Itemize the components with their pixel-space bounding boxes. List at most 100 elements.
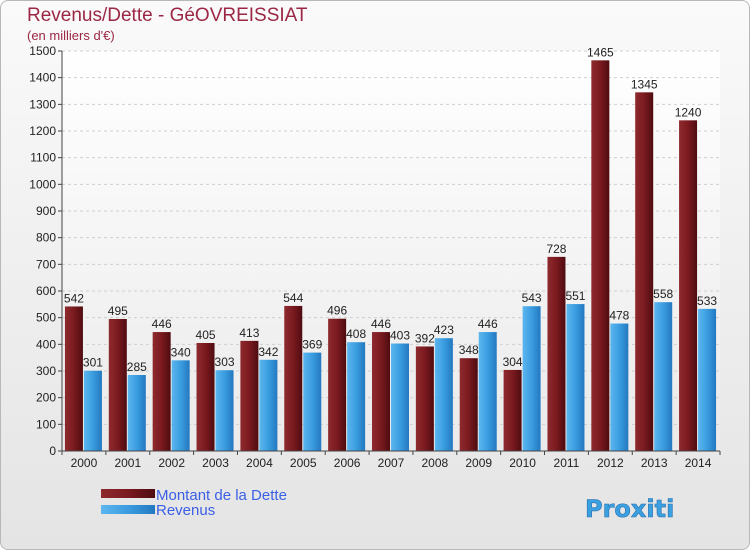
bar-debt bbox=[415, 346, 434, 451]
data-label-debt: 304 bbox=[503, 355, 523, 369]
y-tick-label: 800 bbox=[36, 231, 56, 245]
data-label-debt: 1240 bbox=[675, 105, 702, 119]
y-tick-label: 400 bbox=[36, 337, 56, 351]
y-tick-label: 900 bbox=[36, 204, 56, 218]
x-tick-label: 2010 bbox=[509, 456, 536, 470]
data-label-revenue: 403 bbox=[390, 329, 410, 343]
x-tick-label: 2004 bbox=[246, 456, 273, 470]
y-tick-label: 600 bbox=[36, 284, 56, 298]
x-tick-label: 2007 bbox=[378, 456, 405, 470]
x-tick-label: 2008 bbox=[422, 456, 449, 470]
y-tick-label: 100 bbox=[36, 417, 56, 431]
data-label-revenue: 423 bbox=[434, 323, 454, 337]
bar-debt bbox=[372, 332, 390, 451]
y-tick-label: 700 bbox=[36, 257, 56, 271]
bar-debt bbox=[547, 256, 566, 451]
data-label-revenue: 408 bbox=[346, 327, 366, 341]
legend: Montant de la Dette Revenus bbox=[101, 487, 287, 519]
data-label-revenue: 478 bbox=[609, 309, 629, 323]
bar-debt bbox=[108, 319, 127, 451]
bar-debt bbox=[459, 358, 478, 451]
data-label-debt: 348 bbox=[459, 343, 479, 357]
bar-debt bbox=[679, 120, 698, 451]
y-tick-label: 500 bbox=[36, 311, 56, 325]
x-tick-label: 2000 bbox=[71, 456, 98, 470]
legend-label-revenue: Revenus bbox=[156, 502, 215, 519]
x-tick-label: 2003 bbox=[202, 456, 229, 470]
y-tick-label: 1200 bbox=[29, 124, 56, 138]
bar-debt bbox=[635, 92, 654, 451]
data-label-debt: 446 bbox=[371, 317, 391, 331]
bar-debt bbox=[152, 332, 171, 451]
data-label-debt: 496 bbox=[327, 304, 347, 318]
bar-debt bbox=[64, 306, 83, 451]
bar-revenue bbox=[127, 375, 146, 451]
y-tick-label: 1400 bbox=[29, 71, 56, 85]
axes: 0 100 200 300 400 500 600 700 800 900 1000 1100 1200… bbox=[29, 44, 721, 470]
legend-swatch-debt bbox=[101, 489, 155, 498]
x-tick-label: 2001 bbox=[114, 456, 141, 470]
y-tick-label: 0 bbox=[49, 444, 56, 458]
y-tick-label: 1300 bbox=[29, 97, 56, 111]
bar-revenue bbox=[303, 352, 322, 451]
x-tick-label: 2012 bbox=[597, 456, 624, 470]
bar-revenue bbox=[610, 323, 629, 451]
data-label-debt: 1465 bbox=[587, 45, 614, 59]
bar-revenue bbox=[478, 332, 497, 451]
bar-revenue bbox=[259, 359, 278, 451]
data-label-revenue: 303 bbox=[215, 355, 235, 369]
legend-label-debt: Montant de la Dette bbox=[156, 487, 287, 504]
data-label-revenue: 533 bbox=[697, 294, 717, 308]
bar-debt bbox=[328, 318, 347, 451]
data-label-revenue: 369 bbox=[302, 338, 322, 352]
data-label-debt: 544 bbox=[283, 291, 303, 305]
y-tick-label: 1100 bbox=[30, 151, 56, 165]
proxiti-logo: Proxiti bbox=[585, 495, 675, 524]
y-tick-label: 1500 bbox=[29, 44, 56, 58]
chart-title: Revenus/Dette - GéOVREISSIAT bbox=[27, 5, 308, 26]
x-tick-label: 2009 bbox=[465, 456, 492, 470]
x-tick-label: 2013 bbox=[641, 456, 668, 470]
data-label-revenue: 543 bbox=[522, 291, 542, 305]
bar-revenue bbox=[434, 338, 453, 451]
data-label-debt: 728 bbox=[546, 242, 566, 256]
data-label-revenue: 340 bbox=[171, 345, 191, 359]
x-tick-label: 2014 bbox=[685, 456, 712, 470]
x-tick-label: 2005 bbox=[290, 456, 317, 470]
bar-debt bbox=[240, 340, 259, 451]
y-tick-label: 200 bbox=[36, 391, 56, 405]
bar-revenue bbox=[566, 304, 585, 451]
bar-revenue bbox=[391, 343, 409, 451]
data-label-debt: 495 bbox=[108, 304, 128, 318]
data-label-debt: 1345 bbox=[631, 77, 658, 91]
bar-revenue bbox=[698, 308, 717, 451]
grid-lines bbox=[62, 50, 720, 452]
data-label-debt: 542 bbox=[64, 291, 84, 305]
bar-debt bbox=[196, 343, 215, 451]
bar-series bbox=[64, 60, 717, 451]
x-tick-label: 2011 bbox=[554, 456, 580, 470]
data-label-revenue: 446 bbox=[478, 317, 498, 331]
data-label-revenue: 285 bbox=[127, 360, 147, 374]
bar-revenue bbox=[83, 370, 102, 451]
bar-revenue bbox=[215, 370, 234, 451]
data-label-debt: 446 bbox=[152, 317, 172, 331]
data-label-revenue: 301 bbox=[83, 356, 103, 370]
chart-subtitle: (en milliers d'€) bbox=[27, 28, 115, 43]
bar-debt bbox=[284, 305, 303, 451]
bar-debt bbox=[503, 369, 522, 451]
data-label-debt: 392 bbox=[415, 331, 435, 345]
data-label-revenue: 558 bbox=[653, 287, 673, 301]
legend-swatch-revenue bbox=[101, 505, 155, 514]
data-label-revenue: 342 bbox=[258, 345, 278, 359]
bar-revenue bbox=[171, 360, 190, 451]
bar-revenue bbox=[347, 342, 366, 451]
data-label-revenue: 551 bbox=[565, 289, 585, 303]
data-labels: 542 301 495 285 446 340 405 303 413 342 544 369 496 4… bbox=[64, 45, 717, 374]
bar-debt bbox=[591, 60, 610, 451]
logo-text: Proxiti bbox=[585, 495, 674, 523]
y-tick-label: 300 bbox=[36, 364, 56, 378]
y-tick-label: 1000 bbox=[29, 177, 56, 191]
x-tick-label: 2002 bbox=[158, 456, 185, 470]
